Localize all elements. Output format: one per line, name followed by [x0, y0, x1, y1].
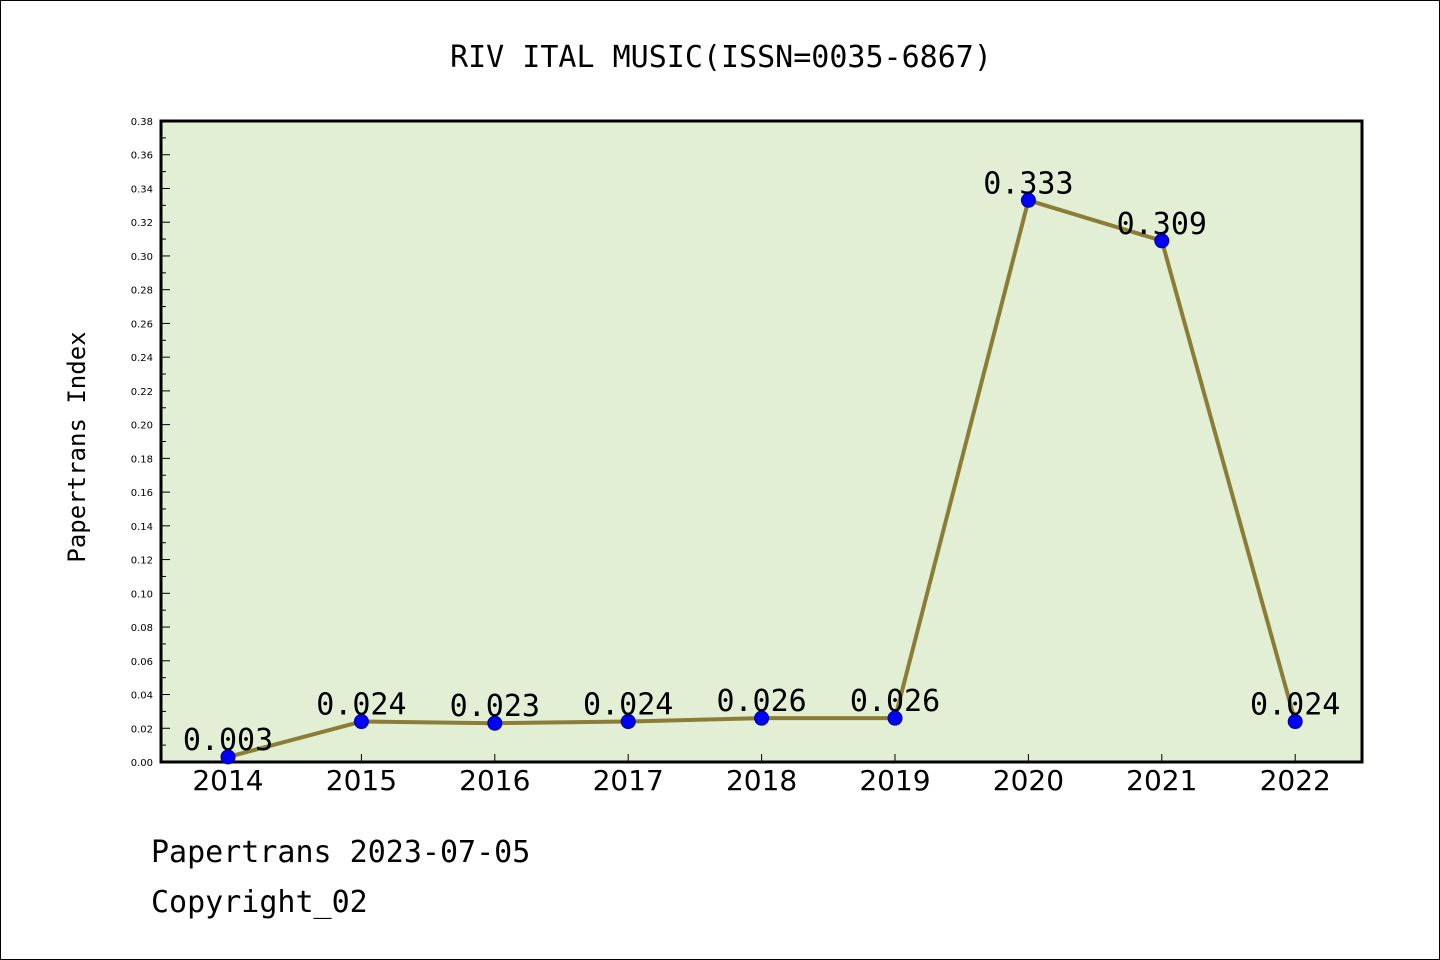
- data-label: 0.024: [1250, 688, 1340, 723]
- data-point: [754, 710, 770, 726]
- data-label: 0.003: [183, 723, 273, 758]
- data-label: 0.024: [316, 688, 406, 723]
- data-point: [887, 710, 903, 726]
- y-tick-label: 0.16: [131, 488, 153, 499]
- x-tick-label: 2021: [1126, 764, 1197, 797]
- data-label: 0.026: [716, 684, 806, 719]
- y-tick-label: 0.00: [131, 758, 153, 769]
- y-tick-label: 0.02: [131, 724, 153, 735]
- x-tick-label: 2018: [726, 764, 797, 797]
- y-tick-label: 0.14: [131, 522, 153, 533]
- data-label: 0.023: [450, 689, 540, 724]
- y-tick-label: 0.20: [131, 421, 153, 432]
- y-tick-label: 0.22: [131, 387, 153, 398]
- x-axis: 2014 2015 2016 2017 2018 2019 2020 2021 2022: [192, 754, 1331, 797]
- x-tick-label: 2022: [1260, 764, 1331, 797]
- plot-area: [159, 119, 1364, 764]
- y-tick-label: 0.10: [131, 589, 153, 600]
- y-tick-label: 0.12: [131, 556, 153, 567]
- data-point: [1154, 233, 1170, 249]
- x-tick-label: 2016: [459, 764, 530, 797]
- data-label: 0.026: [850, 684, 940, 719]
- y-tick-label: 0.36: [131, 151, 153, 162]
- x-tick-label: 2017: [593, 764, 664, 797]
- y-tick-label: 0.24: [131, 353, 153, 364]
- y-tick-label: 0.34: [131, 184, 153, 195]
- x-tick-label: 2019: [859, 764, 930, 797]
- data-label: 0.333: [983, 166, 1073, 201]
- footer-date: Papertrans 2023-07-05: [151, 835, 531, 870]
- data-label: 0.024: [583, 688, 673, 723]
- chart-title: RIV ITAL MUSIC(ISSN=0035-6867): [450, 40, 992, 75]
- y-axis: 0.00 0.02 0.04 0.06 0.08 0.10 0.12 0.14 0.16 0.18…: [131, 117, 170, 769]
- y-tick-label: 0.18: [131, 454, 153, 465]
- y-tick-label: 0.28: [131, 286, 153, 297]
- y-tick-label: 0.26: [131, 319, 153, 330]
- footer-copyright: Copyright_02: [151, 885, 368, 920]
- data-label: 0.309: [1117, 207, 1207, 242]
- y-tick-label: 0.38: [131, 117, 153, 128]
- series-layer: 0.003 0.024 0.023 0.024 0.026 0.026 0.333 0.309…: [183, 166, 1340, 765]
- data-point: [620, 714, 636, 730]
- data-point: [1020, 192, 1036, 208]
- y-tick-label: 0.06: [131, 657, 153, 668]
- data-point: [1287, 714, 1303, 730]
- y-tick-label: 0.32: [131, 218, 153, 229]
- y-tick-label: 0.08: [131, 623, 153, 634]
- data-point: [220, 749, 236, 765]
- y-axis-label: Papertrans Index: [63, 331, 91, 562]
- x-tick-label: 2014: [192, 764, 263, 797]
- x-tick-label: 2020: [993, 764, 1064, 797]
- y-tick-label: 0.30: [131, 252, 153, 263]
- x-tick-label: 2015: [326, 764, 397, 797]
- data-point: [353, 714, 369, 730]
- y-tick-label: 0.04: [131, 691, 153, 702]
- data-point: [487, 715, 503, 731]
